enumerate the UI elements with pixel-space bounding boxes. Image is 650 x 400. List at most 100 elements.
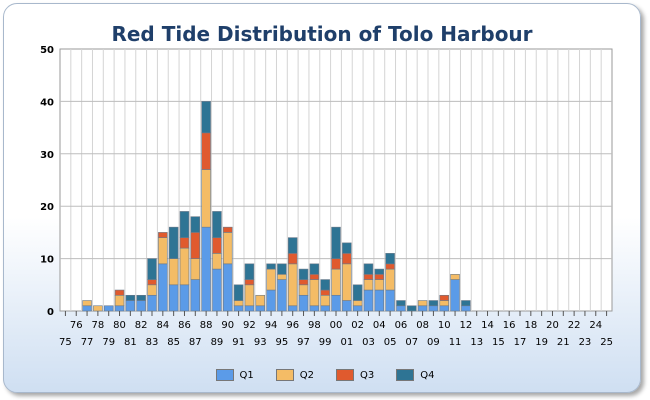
bar-q4-95	[277, 263, 287, 275]
x-tick-label: 07	[405, 337, 418, 348]
x-tick-label: 80	[113, 320, 126, 331]
legend-swatch	[336, 369, 354, 381]
bar-q3-98	[309, 274, 320, 280]
bar-q1-88	[201, 226, 211, 312]
bar-q2-78	[93, 305, 103, 312]
bar-q3-86	[179, 237, 190, 249]
bar-q3-89	[212, 237, 222, 254]
legend-swatch	[275, 369, 294, 381]
bar-q3-04	[374, 274, 385, 280]
bar-q1-99	[320, 305, 330, 312]
bar-q4-83	[147, 258, 157, 280]
bar-q3-88	[201, 132, 211, 170]
bar-q2-77	[82, 300, 92, 307]
bar-q2-00	[331, 268, 341, 296]
bar-q1-96	[287, 305, 298, 312]
x-tick-label: 19	[535, 337, 548, 348]
bar-q2-88	[201, 169, 211, 228]
x-tick-label: 11	[449, 337, 462, 348]
x-tick-label: 00	[330, 320, 343, 331]
bar-q4-02	[352, 284, 363, 301]
legend-item-q1: Q1	[215, 369, 254, 381]
legend-item-q2: Q2	[275, 369, 314, 381]
x-tick-label: 90	[221, 320, 234, 331]
x-tick-label: 83	[146, 337, 159, 348]
bar-q1-79	[103, 305, 114, 312]
bar-q1-80	[114, 305, 125, 312]
bar-q2-94	[266, 268, 276, 291]
x-tick-label: 79	[102, 337, 115, 348]
bar-q1-10	[439, 305, 449, 312]
x-tick-label: 05	[384, 337, 397, 348]
bar-q2-98	[309, 279, 320, 307]
bar-q4-01	[342, 242, 352, 254]
bar-q1-00	[331, 294, 341, 312]
bar-q4-07	[407, 305, 417, 312]
bar-q2-84	[158, 237, 168, 265]
x-tick-label: 76	[70, 320, 83, 331]
bar-q3-83	[147, 279, 157, 286]
bar-q1-85	[168, 284, 179, 312]
bar-q2-86	[179, 247, 190, 286]
bar-q4-85	[168, 226, 179, 259]
bar-q3-92	[244, 279, 255, 286]
bar-q4-97	[298, 268, 309, 280]
bar-q3-97	[298, 279, 309, 286]
bar-q1-02	[352, 305, 363, 312]
x-tick-label: 13	[470, 337, 483, 348]
bar-q3-90	[223, 226, 233, 233]
bar-q4-05	[385, 253, 395, 265]
legend-item-q3: Q3	[336, 369, 374, 381]
x-tick-label: 21	[557, 337, 570, 348]
bar-q2-01	[342, 263, 352, 301]
bar-q4-09	[428, 300, 439, 307]
x-tick-label: 84	[156, 320, 169, 331]
x-tick-label: 15	[492, 337, 505, 348]
x-tick-label: 22	[568, 320, 581, 331]
x-tick-label: 99	[319, 337, 332, 348]
bar-q4-87	[190, 216, 201, 233]
bar-q2-95	[277, 274, 287, 280]
bar-q1-91	[233, 305, 244, 312]
x-tick-label: 01	[340, 337, 353, 348]
bar-q2-99	[320, 294, 330, 307]
bar-q1-03	[363, 289, 374, 312]
bar-q1-12	[461, 305, 471, 312]
bar-q2-04	[374, 279, 385, 291]
bar-q1-82	[136, 300, 146, 312]
bar-q4-98	[309, 263, 320, 275]
bar-q3-00	[331, 258, 341, 270]
bar-q2-02	[352, 300, 363, 307]
bar-q3-99	[320, 289, 330, 296]
bar-q4-96	[287, 237, 298, 254]
x-tick-label: 06	[395, 320, 408, 331]
y-tick-label: 20	[40, 202, 54, 213]
bar-q1-11	[450, 279, 460, 312]
x-tick-label: 04	[373, 320, 386, 331]
y-tick-label: 50	[40, 45, 54, 56]
bar-q2-97	[298, 284, 309, 296]
x-tick-label: 18	[524, 320, 537, 331]
bar-q4-00	[331, 226, 341, 259]
x-tick-label: 24	[589, 320, 602, 331]
bar-q2-91	[233, 300, 244, 307]
x-tick-label: 03	[362, 337, 375, 348]
y-tick-label: 40	[40, 97, 54, 108]
bar-q3-05	[385, 263, 395, 270]
bar-q2-92	[244, 284, 255, 307]
bar-q2-80	[114, 294, 125, 307]
bar-q2-11	[450, 274, 460, 280]
bar-q3-87	[190, 232, 201, 259]
x-tick-label: 86	[178, 320, 191, 331]
bar-q1-97	[298, 294, 309, 312]
y-tick-label: 0	[47, 307, 54, 318]
x-tick-label: 96	[286, 320, 299, 331]
bar-q1-86	[179, 284, 190, 312]
bar-q4-92	[244, 263, 255, 280]
x-tick-label: 87	[189, 337, 202, 348]
bar-q4-82	[136, 294, 146, 301]
bar-q4-89	[212, 211, 222, 238]
legend-label: Q4	[420, 369, 435, 381]
bar-q2-03	[363, 279, 374, 291]
bar-q3-80	[114, 289, 125, 296]
